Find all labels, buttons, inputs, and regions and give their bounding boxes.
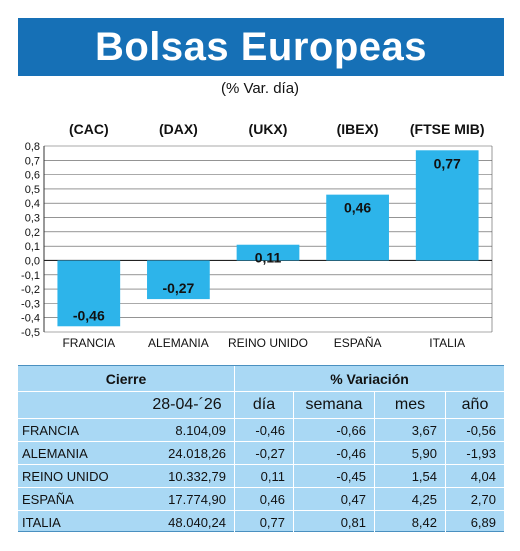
title-banner: Bolsas Europeas <box>18 18 504 76</box>
y-tick-label: -0,4 <box>21 313 40 325</box>
y-tick-label: 0,1 <box>25 241 40 253</box>
y-tick-label: 0,0 <box>25 255 40 267</box>
y-tick-label: 0,4 <box>25 198 40 210</box>
row-dia: 0,11 <box>234 464 294 488</box>
y-tick-label: 0,5 <box>25 184 40 196</box>
page-title: Bolsas Europeas <box>94 25 428 69</box>
index-label: (CAC) <box>69 121 109 137</box>
x-tick-label: REINO UNIDO <box>228 336 308 350</box>
row-name: ESPAÑA <box>18 487 140 511</box>
y-tick-label: 0,7 <box>25 155 40 167</box>
table-row: REINO UNIDO 10.332,79 0,11 -0,45 1,54 4,… <box>18 464 504 488</box>
header-date: 28-04-´26 <box>140 391 235 419</box>
header-dia: día <box>234 391 294 419</box>
row-ano: 4,04 <box>445 464 504 488</box>
bar-chart: 0,8 0,7 0,6 0,5 0,4 0,3 0,2 0,1 0,0 -0,1 -0,2 -0,3 -… <box>21 121 493 350</box>
row-ano: 2,70 <box>445 487 504 511</box>
table-header-row: Cierre % Variación <box>18 366 504 392</box>
row-cierre: 10.332,79 <box>140 464 235 488</box>
table-row: ITALIA 48.040,24 0,77 0,81 8,42 6,89 <box>18 510 504 534</box>
index-label: (IBEX) <box>337 121 379 137</box>
data-table: Cierre % Variación 28-04-´26 día semana … <box>18 365 504 534</box>
row-cierre: 8.104,09 <box>140 418 235 442</box>
blank-cell <box>18 391 140 419</box>
header-semana: semana <box>293 391 375 419</box>
row-cierre: 24.018,26 <box>140 441 235 465</box>
row-cierre: 17.774,90 <box>140 487 235 511</box>
y-tick-label: -0,5 <box>21 327 40 339</box>
header-variacion: % Variación <box>234 366 504 392</box>
bar <box>147 260 210 300</box>
row-ano: -0,56 <box>445 418 504 442</box>
data-label: 0,46 <box>344 200 371 216</box>
y-tick-label: 0,2 <box>25 227 40 239</box>
y-tick-label: 0,3 <box>25 213 40 225</box>
bar <box>57 260 121 327</box>
row-semana: 0,47 <box>293 487 375 511</box>
table-subheader-row: 28-04-´26 día semana mes año <box>18 391 504 419</box>
bar <box>236 244 300 261</box>
row-mes: 3,67 <box>374 418 446 442</box>
y-tick-label: -0,1 <box>21 270 40 282</box>
bar <box>326 194 389 261</box>
row-dia: -0,27 <box>234 441 294 465</box>
y-tick-label: -0,2 <box>21 284 40 296</box>
y-tick-label: -0,3 <box>21 298 40 310</box>
row-mes: 4,25 <box>374 487 446 511</box>
data-label: 0,77 <box>434 155 461 171</box>
row-ano: 6,89 <box>445 510 504 534</box>
index-label: (UKX) <box>249 121 288 137</box>
y-tick-label: 0,8 <box>25 141 40 153</box>
row-mes: 8,42 <box>374 510 446 534</box>
row-semana: 0,81 <box>293 510 375 534</box>
data-label: 0,11 <box>255 250 282 266</box>
row-name: REINO UNIDO <box>18 464 140 488</box>
bar <box>415 150 479 261</box>
table-row: ESPAÑA 17.774,90 0,46 0,47 4,25 2,70 <box>18 487 504 511</box>
x-tick-label: ESPAÑA <box>334 336 382 350</box>
row-name: ALEMANIA <box>18 441 140 465</box>
data-label: -0,27 <box>162 280 194 296</box>
header-ano: año <box>445 391 504 419</box>
index-label: (DAX) <box>159 121 198 137</box>
row-dia: -0,46 <box>234 418 294 442</box>
row-dia: 0,77 <box>234 510 294 534</box>
x-tick-label: FRANCIA <box>62 336 115 350</box>
data-label: -0,46 <box>73 307 105 323</box>
table-row: ALEMANIA 24.018,26 -0,27 -0,46 5,90 -1,9… <box>18 441 504 465</box>
header-cierre: Cierre <box>18 366 235 392</box>
x-tick-label: ALEMANIA <box>148 336 209 350</box>
row-mes: 5,90 <box>374 441 446 465</box>
row-semana: -0,66 <box>293 418 375 442</box>
x-tick-label: ITALIA <box>429 336 465 350</box>
y-tick-label: 0,6 <box>25 170 40 182</box>
row-dia: 0,46 <box>234 487 294 511</box>
row-ano: -1,93 <box>445 441 504 465</box>
row-mes: 1,54 <box>374 464 446 488</box>
row-name: FRANCIA <box>18 418 140 442</box>
header-mes: mes <box>374 391 446 419</box>
chart-subtitle: (% Var. día) <box>220 80 300 97</box>
row-semana: -0,45 <box>293 464 375 488</box>
table-row: FRANCIA 8.104,09 -0,46 -0,66 3,67 -0,56 <box>18 418 504 442</box>
row-semana: -0,46 <box>293 441 375 465</box>
row-name: ITALIA <box>18 510 140 534</box>
row-cierre: 48.040,24 <box>140 510 235 534</box>
index-label: (FTSE MIB) <box>410 121 485 137</box>
